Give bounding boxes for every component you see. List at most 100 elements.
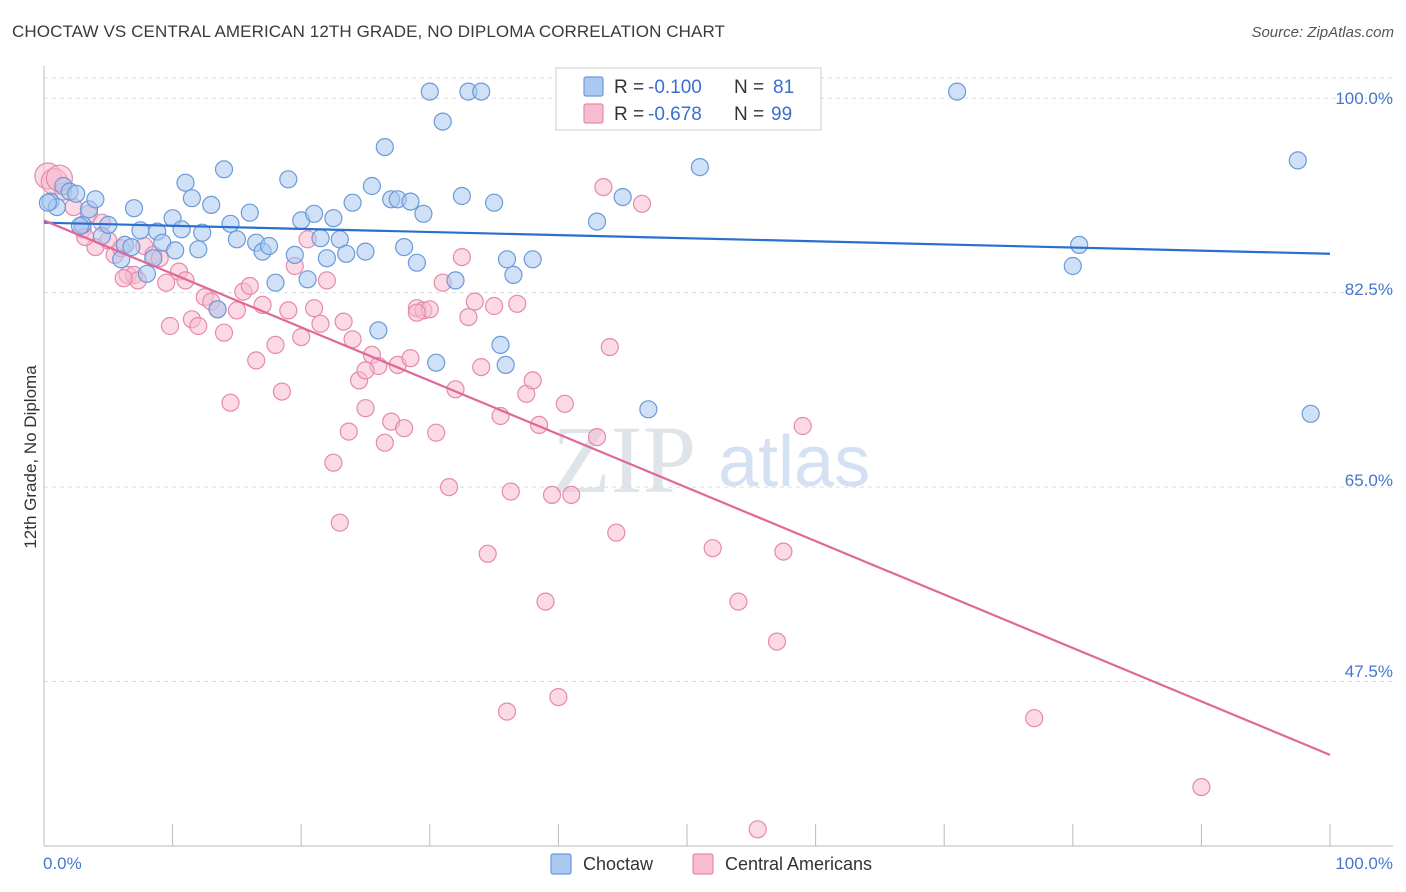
central-americans-point-18	[160, 316, 180, 336]
central-americans-trend-line	[43, 219, 1331, 756]
y-tick-label-47-5: 47.5%	[1345, 662, 1393, 681]
central-americans-point-41	[317, 271, 336, 290]
choctaw-point-55	[414, 204, 433, 223]
choctaw-point-65	[496, 355, 515, 374]
central-americans-point-82	[594, 178, 613, 197]
trend-lines	[43, 219, 1331, 756]
x-tick-label-0: 0.0%	[43, 854, 82, 873]
choctaw-point-7	[86, 190, 105, 209]
choctaw-point-69	[587, 212, 607, 231]
choctaw-point-4	[67, 184, 86, 203]
central-americans-point-48	[356, 399, 375, 418]
bottom-legend-label-central: Central Americans	[725, 854, 872, 874]
central-americans-point-31	[247, 351, 266, 370]
choctaw-point-68	[523, 250, 542, 269]
legend-swatch-central	[583, 103, 604, 124]
central-americans-point-85	[632, 194, 652, 213]
choctaw-point-56	[420, 82, 439, 101]
choctaw-point-71	[639, 400, 658, 419]
choctaw-point-44	[337, 244, 356, 263]
choctaw-point-48	[369, 321, 388, 340]
choctaw-point-33	[259, 236, 279, 256]
choctaw-point-14	[137, 264, 156, 283]
central-americans-point-28	[227, 301, 246, 320]
central-americans-point-30	[240, 276, 259, 296]
legend-n-label-central: N =	[734, 104, 764, 125]
choctaw-point-73	[947, 82, 967, 101]
choctaw-point-40	[311, 229, 330, 248]
choctaw-point-28	[221, 214, 240, 233]
central-americans-point-37	[292, 328, 311, 347]
central-americans-point-71	[501, 482, 520, 501]
choctaw-point-19	[166, 241, 185, 260]
central-americans-point-33	[266, 335, 285, 354]
central-americans-point-77	[542, 485, 562, 504]
choctaw-point-26	[208, 300, 227, 319]
choctaw-point-35	[279, 170, 298, 189]
central-americans-point-61	[440, 478, 459, 497]
choctaw-point-27	[214, 160, 234, 179]
choctaw-point-36	[285, 245, 304, 264]
legend-r-label-choctaw: R =	[614, 77, 644, 98]
central-americans-point-88	[748, 820, 767, 839]
central-americans-point-80	[562, 485, 581, 504]
central-americans-point-92	[1025, 709, 1044, 728]
legend-r-value-central: -0.678	[648, 104, 702, 125]
choctaw-point-58	[433, 112, 452, 131]
legend-n-value-choctaw: 81	[773, 77, 794, 98]
central-americans-point-27	[221, 393, 240, 412]
y-tick-label-100: 100.0%	[1335, 89, 1393, 108]
choctaw-point-54	[407, 253, 426, 272]
legend-r-value-choctaw: -0.100	[648, 77, 702, 98]
central-americans-point-84	[607, 523, 626, 542]
central-americans-point-59	[427, 423, 446, 442]
choctaw-point-21	[176, 173, 195, 192]
bottom-legend-label-choctaw: Choctaw	[583, 854, 654, 874]
central-americans-point-93	[1192, 777, 1211, 797]
choctaw-point-53	[401, 192, 420, 211]
central-americans-point-17	[157, 273, 176, 292]
choctaw-point-52	[395, 238, 414, 257]
central-americans-point-54	[395, 419, 414, 438]
y-axis-title: 12th Grade, No Diploma	[21, 365, 40, 549]
choctaw-point-12	[124, 199, 144, 218]
choctaw-point-76	[1288, 151, 1307, 170]
choctaw-point-60	[452, 186, 471, 206]
central-americans-point-74	[523, 371, 542, 390]
choctaw-point-30	[240, 203, 259, 222]
correlation-legend: R = -0.100 N = 81 R = -0.678 N = 99	[555, 67, 822, 131]
series-legend: Choctaw Central Americans	[550, 853, 872, 875]
central-americans-point-76	[536, 592, 555, 611]
central-americans-point-68	[485, 296, 504, 316]
choctaw-points	[38, 82, 1320, 423]
choctaw-point-64	[491, 335, 510, 354]
choctaw-point-72	[690, 158, 710, 177]
choctaw-point-57	[427, 353, 446, 372]
choctaw-point-78	[38, 193, 58, 212]
central-americans-point-79	[555, 394, 574, 413]
central-americans-point-35	[279, 301, 298, 320]
choctaw-point-42	[324, 209, 343, 228]
central-americans-point-89	[767, 632, 787, 651]
central-americans-point-26	[214, 323, 234, 342]
central-americans-point-86	[703, 539, 722, 558]
chart-source: Source: ZipAtlas.com	[1251, 24, 1394, 41]
central-americans-point-40	[311, 314, 330, 333]
central-americans-point-72	[508, 294, 527, 313]
grid-lines	[44, 77, 1393, 683]
bottom-legend-swatch-choctaw	[550, 853, 572, 875]
legend-n-value-central: 99	[771, 104, 792, 125]
central-americans-point-65	[465, 292, 484, 311]
central-americans-point-81	[587, 428, 607, 447]
y-tick-label-65: 65.0%	[1345, 471, 1393, 490]
choctaw-point-24	[193, 223, 212, 242]
central-americans-point-39	[305, 299, 324, 318]
central-americans-point-67	[478, 544, 497, 563]
central-americans-point-87	[729, 592, 748, 611]
choctaw-point-34	[266, 273, 285, 292]
central-americans-point-91	[793, 416, 812, 436]
central-americans-point-34	[272, 382, 291, 401]
choctaw-point-25	[202, 195, 221, 214]
choctaw-point-22	[182, 189, 201, 208]
x-tick-label-100: 100.0%	[1335, 854, 1393, 873]
